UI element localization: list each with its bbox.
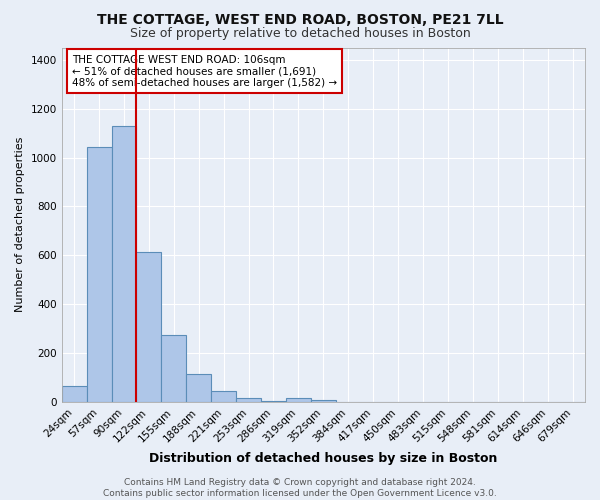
Text: THE COTTAGE WEST END ROAD: 106sqm
← 51% of detached houses are smaller (1,691)
4: THE COTTAGE WEST END ROAD: 106sqm ← 51% … <box>72 54 337 88</box>
Bar <box>161 334 186 402</box>
Bar <box>186 374 211 402</box>
Bar <box>112 126 136 402</box>
Bar <box>261 400 286 402</box>
Text: Contains HM Land Registry data © Crown copyright and database right 2024.
Contai: Contains HM Land Registry data © Crown c… <box>103 478 497 498</box>
Bar <box>86 146 112 402</box>
Bar <box>136 252 161 402</box>
Bar <box>311 400 336 402</box>
Y-axis label: Number of detached properties: Number of detached properties <box>15 137 25 312</box>
Bar <box>286 398 311 402</box>
Text: Size of property relative to detached houses in Boston: Size of property relative to detached ho… <box>130 28 470 40</box>
Bar <box>211 391 236 402</box>
X-axis label: Distribution of detached houses by size in Boston: Distribution of detached houses by size … <box>149 452 497 465</box>
Text: THE COTTAGE, WEST END ROAD, BOSTON, PE21 7LL: THE COTTAGE, WEST END ROAD, BOSTON, PE21… <box>97 12 503 26</box>
Bar <box>62 386 86 402</box>
Bar <box>236 398 261 402</box>
